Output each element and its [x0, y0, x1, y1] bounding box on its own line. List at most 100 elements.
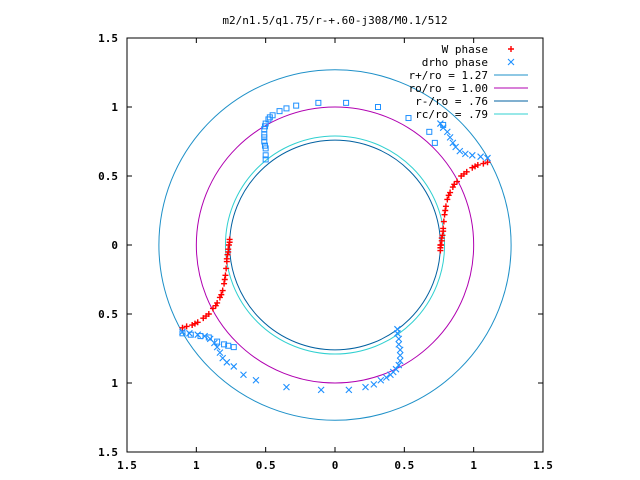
- point-2-18: [262, 156, 269, 163]
- y-tick-label-2: 0.5: [98, 308, 118, 321]
- point-2-20: [261, 134, 268, 141]
- tick-layer: 1.5 1 0.5 0 0.5 1 1.51.510.500.511.5: [98, 32, 553, 472]
- legend-symbol-1: [507, 58, 515, 66]
- point-1-37: [396, 346, 404, 354]
- point-1-38: [395, 340, 403, 348]
- point-2-29: [225, 342, 232, 349]
- x-tick-label-5: 1: [470, 459, 477, 472]
- point-1-25: [317, 386, 325, 394]
- chart-title: m2/n1.5/q1.75/r-+.60-j308/M0.1/512: [222, 14, 447, 27]
- point-1-29: [377, 376, 385, 384]
- point-0-19: [437, 242, 444, 248]
- point-2-25: [197, 333, 204, 340]
- point-2-14: [405, 115, 412, 122]
- point-2-26: [205, 334, 212, 341]
- point-0-48: [221, 276, 228, 283]
- point-1-30: [382, 374, 390, 381]
- marker-layer: [179, 99, 491, 394]
- point-0-50: [212, 302, 219, 309]
- point-0-6: [440, 218, 447, 225]
- point-0-17: [480, 160, 487, 167]
- point-0-24: [451, 181, 458, 188]
- y-tick-label-5: 1: [111, 101, 118, 114]
- point-0-23: [445, 192, 452, 199]
- point-2-2: [261, 138, 268, 145]
- circle-layer: [158, 69, 512, 421]
- x-tick-label-0: 1.5: [117, 459, 137, 472]
- point-1-24: [283, 383, 290, 391]
- point-2-11: [315, 99, 322, 106]
- point-0-39: [209, 305, 216, 312]
- y-tick-label-4: 0.5: [98, 170, 118, 183]
- point-0-20: [438, 235, 445, 242]
- circle-3: [224, 135, 446, 355]
- point-1-6: [449, 139, 457, 147]
- circle-2: [229, 139, 441, 351]
- point-1-21: [230, 363, 238, 370]
- point-1-3: [461, 150, 469, 158]
- point-0-44: [183, 323, 190, 330]
- y-tick-label-0: 1.5: [98, 446, 118, 459]
- point-2-22: [266, 114, 273, 121]
- point-2-17: [440, 121, 447, 128]
- point-2-10: [293, 102, 300, 109]
- point-1-5: [452, 143, 460, 151]
- point-2-19: [261, 142, 268, 149]
- x-tick-label-2: 0.5: [256, 459, 276, 472]
- point-1-18: [216, 349, 224, 357]
- point-0-18: [484, 159, 491, 166]
- point-1-39: [395, 335, 403, 343]
- point-2-13: [374, 104, 381, 110]
- point-0-51: [203, 313, 210, 320]
- point-1-0: [484, 154, 491, 162]
- circle-1: [195, 106, 475, 384]
- point-1-20: [223, 358, 231, 366]
- point-0-26: [472, 163, 479, 170]
- point-1-33: [392, 365, 400, 373]
- point-0-52: [191, 320, 198, 327]
- point-1-12: [186, 329, 193, 337]
- point-2-12: [343, 99, 350, 106]
- point-0-9: [444, 196, 451, 203]
- legend-symbol-0: [508, 46, 514, 52]
- point-2-0: [262, 152, 269, 159]
- point-0-49: [218, 291, 225, 298]
- y-tick-label-6: 1.5: [98, 32, 118, 45]
- legend-label-1: drho phase: [422, 56, 488, 69]
- x-tick-label-6: 1.5: [533, 459, 553, 472]
- point-2-28: [221, 341, 228, 348]
- point-2-27: [214, 338, 221, 345]
- point-1-2: [468, 151, 476, 159]
- x-tick-label-3: 0: [332, 459, 339, 472]
- legend-label-5: rc/ro = .79: [415, 108, 488, 121]
- point-1-35: [396, 357, 404, 365]
- point-1-7: [446, 133, 454, 141]
- point-0-22: [442, 207, 449, 214]
- point-1-41: [394, 325, 401, 333]
- point-2-9: [283, 105, 290, 112]
- point-2-21: [261, 123, 268, 130]
- y-tick-label-1: 1: [111, 377, 118, 390]
- point-2-8: [276, 108, 283, 115]
- point-1-26: [345, 386, 353, 394]
- point-0-25: [460, 170, 467, 177]
- point-0-36: [219, 287, 226, 294]
- point-0-45: [179, 324, 186, 331]
- point-2-30: [230, 344, 237, 351]
- x-tick-label-1: 1: [193, 459, 200, 472]
- x-tick-label-4: 0.5: [394, 459, 414, 472]
- point-1-27: [362, 383, 369, 391]
- point-2-24: [187, 331, 194, 338]
- point-1-17: [213, 343, 221, 351]
- point-1-22: [240, 371, 247, 379]
- point-0-12: [454, 178, 461, 185]
- point-2-15: [426, 128, 433, 135]
- point-1-23: [252, 376, 260, 384]
- point-2-23: [179, 330, 186, 337]
- point-0-47: [223, 255, 230, 262]
- point-1-34: [395, 361, 403, 369]
- circle-0: [158, 69, 512, 421]
- point-1-1: [477, 153, 484, 161]
